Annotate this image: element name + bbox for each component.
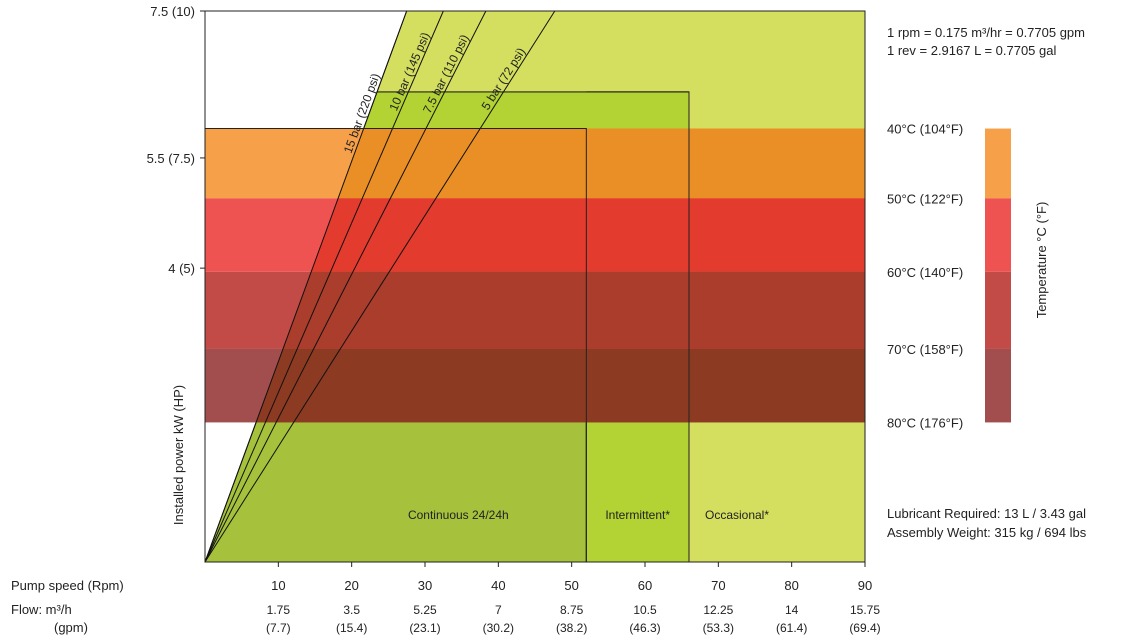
temperature-label-0: 40°C (104°F) bbox=[887, 122, 963, 137]
legend-swatch-0 bbox=[985, 128, 1011, 199]
y-axis-label: Installed power kW (HP) bbox=[171, 385, 186, 525]
x-tick-gpm-4: (38.2) bbox=[556, 621, 587, 635]
x-tick-rpm-7: 80 bbox=[784, 578, 798, 593]
x-tick-flow-2: 5.25 bbox=[413, 603, 437, 617]
y-tick-label-1: 5.5 (7.5) bbox=[147, 151, 195, 166]
x-tick-flow-0: 1.75 bbox=[267, 603, 291, 617]
y-tick-label-2: 7.5 (10) bbox=[150, 4, 195, 19]
zone-occasional-label: Occasional* bbox=[705, 508, 769, 522]
pressure-line-15bar bbox=[204, 10, 408, 563]
x-tick-flow-7: 14 bbox=[785, 603, 799, 617]
band-50c-overlay bbox=[311, 198, 865, 272]
temperature-label-3: 70°C (158°F) bbox=[887, 342, 963, 357]
x-tick-gpm-7: (61.4) bbox=[776, 621, 807, 635]
pressure-lines-layer bbox=[204, 10, 556, 563]
x-tick-flow-1: 3.5 bbox=[343, 603, 360, 617]
plot-frame bbox=[200, 10, 866, 567]
legend-swatch-3 bbox=[985, 348, 1011, 423]
x-tick-rpm-5: 60 bbox=[638, 578, 652, 593]
conversion-note-rpm: 1 rpm = 0.175 m³/hr = 0.7705 gpm bbox=[887, 25, 1085, 40]
x-tick-gpm-2: (23.1) bbox=[409, 621, 440, 635]
pressure-line-7-5bar bbox=[204, 10, 487, 563]
x-tick-gpm-8: (69.4) bbox=[849, 621, 880, 635]
band-70c-overlay bbox=[256, 348, 866, 423]
temperature-label-2: 60°C (140°F) bbox=[887, 265, 963, 280]
pressure-line-10bar bbox=[204, 10, 444, 563]
x-tick-rpm-8: 90 bbox=[858, 578, 872, 593]
x-tick-flow-3: 7 bbox=[495, 603, 502, 617]
x-tick-rpm-4: 50 bbox=[564, 578, 578, 593]
pressure-line-5bar bbox=[204, 10, 556, 563]
temperature-axis-label: Temperature °C (°F) bbox=[1034, 202, 1049, 319]
temperature-legend: 40°C (104°F) 50°C (122°F) 60°C (140°F) 70°C… bbox=[887, 122, 1049, 431]
plot-border bbox=[204, 10, 866, 563]
x-tick-flow-8: 15.75 bbox=[850, 603, 880, 617]
zone-continuous-label: Continuous 24/24h bbox=[408, 508, 509, 522]
band-60c-overlay bbox=[282, 271, 865, 349]
x-tick-rpm-0: 10 bbox=[271, 578, 285, 593]
x-tick-rpm-2: 30 bbox=[418, 578, 432, 593]
x-tick-gpm-5: (46.3) bbox=[629, 621, 660, 635]
x-tick-flow-5: 10.5 bbox=[633, 603, 657, 617]
x-tick-gpm-1: (15.4) bbox=[336, 621, 367, 635]
x-tick-gpm-0: (7.7) bbox=[266, 621, 291, 635]
lubricant-note: Lubricant Required: 13 L / 3.43 gal bbox=[887, 506, 1086, 521]
band-40c-overlay bbox=[338, 128, 866, 199]
conversion-note-rev: 1 rev = 2.9167 L = 0.7705 gal bbox=[887, 43, 1057, 58]
x-tick-flow-4: 8.75 bbox=[560, 603, 584, 617]
pump-speed-label: Pump speed (Rpm) bbox=[11, 578, 124, 593]
x-tick-rpm-6: 70 bbox=[711, 578, 725, 593]
zone-intermittent-label: Intermittent* bbox=[605, 508, 670, 522]
temperature-bands-layer bbox=[205, 128, 866, 423]
legend-swatch-2 bbox=[985, 271, 1011, 349]
x-tick-rpm-3: 40 bbox=[491, 578, 505, 593]
flow-label: Flow: m³/h bbox=[11, 602, 72, 617]
y-tick-label-0: 4 (5) bbox=[168, 261, 195, 276]
weight-note: Assembly Weight: 315 kg / 694 lbs bbox=[887, 525, 1087, 540]
x-tick-flow-6: 12.25 bbox=[703, 603, 733, 617]
legend-swatch-1 bbox=[985, 198, 1011, 272]
x-tick-gpm-6: (53.3) bbox=[703, 621, 734, 635]
temperature-label-1: 50°C (122°F) bbox=[887, 191, 963, 206]
gpm-label: (gpm) bbox=[54, 620, 88, 635]
temperature-label-4: 80°C (176°F) bbox=[887, 415, 963, 430]
x-tick-rpm-1: 20 bbox=[344, 578, 358, 593]
x-tick-gpm-3: (30.2) bbox=[483, 621, 514, 635]
